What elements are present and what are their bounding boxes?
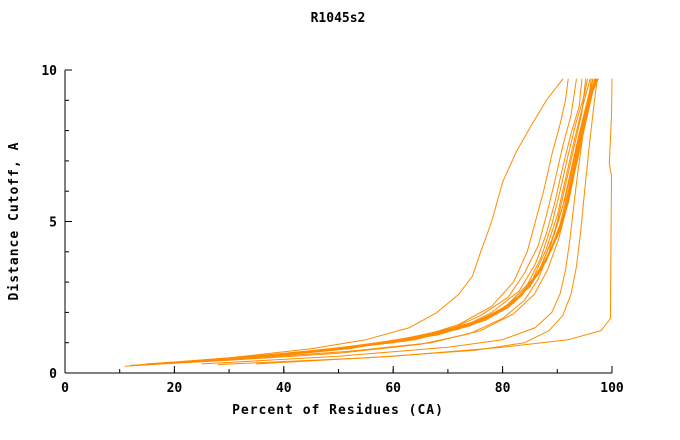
tick-labels: 0 20 40 60 80 100 0 5 10 [41, 64, 624, 396]
series-line-model-09 [173, 78, 599, 363]
series-line-model-02 [130, 78, 569, 366]
x-axis-label: Percent of Residues (CA) [232, 403, 444, 418]
series-line-model-14 [228, 78, 597, 360]
series-line-model-17 [217, 78, 598, 365]
axes [64, 70, 612, 374]
y-tick-label: 0 [49, 367, 57, 382]
series-line-model-19 [130, 78, 587, 367]
y-tick-label: 5 [49, 216, 57, 231]
series-line-model-08 [163, 78, 597, 364]
series-line-model-15 [239, 78, 598, 360]
x-tick-label: 20 [167, 381, 183, 396]
series-line-model-20 [141, 78, 592, 366]
x-tick-label: 100 [600, 381, 624, 396]
series-line-model-12 [206, 78, 599, 362]
series-line-model-06 [152, 78, 591, 365]
x-tick-label: 40 [276, 381, 292, 396]
series-lines [124, 78, 613, 367]
series-line-model-04 [141, 78, 583, 365]
tick-marks [64, 69, 613, 374]
series-line-model-01 [124, 78, 564, 367]
series-line-model-03 [135, 78, 577, 366]
x-tick-label: 60 [385, 381, 401, 396]
series-line-model-16 [201, 78, 594, 365]
y-tick-label: 10 [41, 64, 57, 79]
series-line-model-07 [157, 78, 594, 364]
chart-title: R1045s2 [311, 11, 366, 26]
y-axis-label: Distance Cutoff, A [7, 142, 22, 301]
series-line-model-13 [217, 78, 595, 361]
series-line-model-05 [146, 78, 588, 365]
series-line-model-18 [255, 78, 613, 365]
x-tick-label: 0 [61, 381, 69, 396]
x-tick-label: 80 [495, 381, 511, 396]
